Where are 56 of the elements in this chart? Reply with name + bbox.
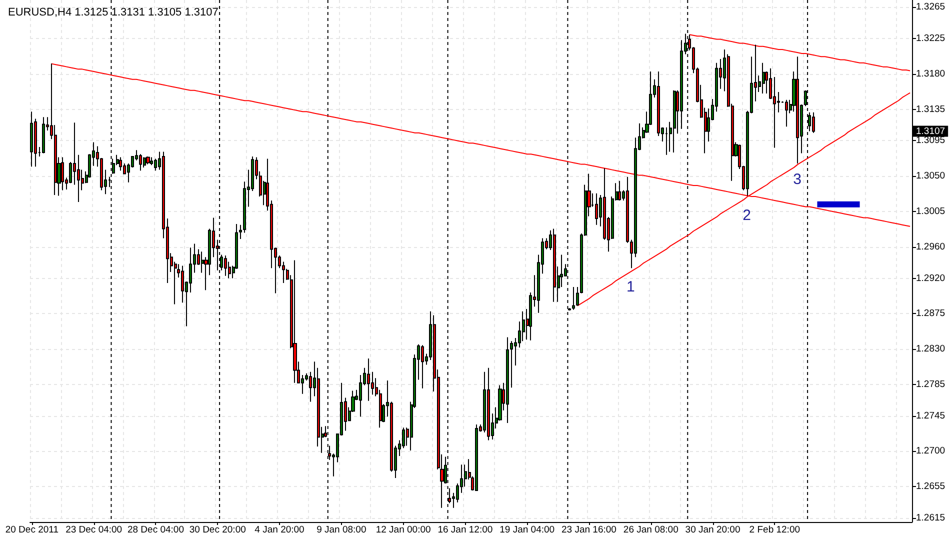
annotation: 3: [793, 170, 802, 188]
y-tick-label: 1.2920: [916, 272, 946, 284]
y-tick-label: 1.2745: [916, 410, 946, 422]
x-tick-label: 23 Jan 16:00: [562, 524, 616, 536]
candlestick: [42, 116, 45, 154]
y-tick-label: 1.3180: [916, 68, 946, 80]
candlestick: [572, 286, 575, 310]
x-tick-label: 12 Jan 00:00: [376, 524, 431, 536]
y-tick-label: 1.2700: [916, 446, 946, 457]
candlestick: [293, 260, 297, 384]
text: EURUSD,H4 1.3125 1.3131 1.3105 1.3107: [8, 6, 218, 18]
candlestick: [673, 90, 676, 154]
candlestick: [224, 254, 227, 276]
y-tick-label: 1.2830: [916, 344, 946, 355]
candlestick: [785, 99, 788, 128]
candlestick: [143, 156, 146, 168]
x-tick-label: 9 Jan 08:00: [316, 524, 366, 536]
candlestick: [119, 156, 122, 172]
annotation: 2: [742, 206, 751, 224]
x-tick-label: 26 Jan 08:00: [623, 524, 678, 536]
y-tick-label: 1.3050: [916, 170, 946, 182]
x-tick-label: 4 Jan 20:00: [254, 524, 304, 536]
y-tick-label: 1.3135: [916, 104, 946, 115]
candlestick: [762, 62, 765, 94]
candlestick: [510, 340, 513, 388]
y-tick-label: 1.3265: [916, 2, 946, 13]
y-tick-label: 1.2785: [916, 378, 946, 390]
x-tick-label: 16 Jan 12:00: [438, 524, 493, 536]
y-tick-label: 1.3095: [916, 135, 946, 146]
candlestick: [421, 344, 424, 389]
y-tick-label: 1.2875: [916, 308, 946, 320]
x-tick-label: 2 Feb 12:00: [749, 524, 800, 536]
y-tick-label: 1.2655: [916, 481, 946, 492]
y-tick-label: 1.3005: [916, 206, 946, 217]
candlestick: [553, 228, 556, 302]
candlestick: [367, 358, 370, 402]
annotation: 1: [626, 278, 635, 296]
x-tick-label: 23 Dec 04:00: [66, 524, 122, 536]
y-tick-label: 1.3225: [916, 33, 946, 44]
candlestick: [812, 112, 815, 134]
x-tick-label: 20 Dec 2011: [5, 524, 59, 536]
candlestick: [30, 111, 33, 168]
annotation: 1.3107: [916, 126, 946, 137]
y-tick-label: 1.2615: [916, 512, 946, 524]
x-tick-label: 30 Jan 20:00: [685, 524, 740, 536]
candlestick: [618, 180, 621, 201]
candlestick: [146, 156, 150, 165]
candlestick: [475, 424, 478, 492]
x-tick-label: 28 Dec 04:00: [127, 524, 184, 536]
x-tick-label: 30 Dec 20:00: [189, 524, 246, 536]
candlestick: [487, 367, 490, 441]
candlestick: [139, 154, 142, 172]
y-tick-label: 1.2960: [916, 241, 946, 252]
x-tick-label: 19 Jan 04:00: [500, 524, 555, 536]
candlestick: [595, 192, 598, 226]
candlestick: [506, 336, 509, 424]
